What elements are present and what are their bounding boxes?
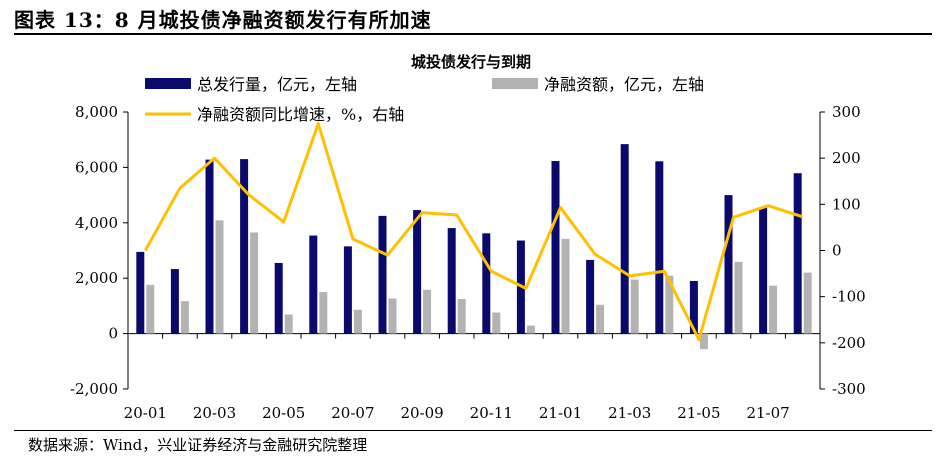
y-left-tick-label: -2,000 — [70, 380, 118, 398]
bar-total — [447, 228, 456, 334]
source-note: 数据来源：Wind，兴业证券经济与金融研究院整理 — [28, 436, 368, 454]
bar-net — [492, 312, 501, 334]
x-tick-label: 20-01 — [124, 404, 167, 422]
bar-net — [388, 298, 397, 334]
plot-area: -2,000 0 2,000 4,000 6,000 8,000 -300 -200 -100 0… — [70, 103, 866, 422]
bar-total — [136, 251, 145, 334]
bar-total — [759, 207, 768, 334]
x-tick-label: 21-05 — [677, 404, 720, 422]
bar-total — [482, 233, 491, 334]
bar-net — [215, 220, 224, 334]
legend-swatch-net — [492, 78, 538, 89]
legend-label-yoy: 净融资额同比增速，%，右轴 — [197, 105, 404, 124]
bar-total — [309, 235, 318, 334]
bar-net — [561, 238, 570, 334]
y-left-tick-label: 0 — [108, 325, 118, 343]
bar-net — [180, 301, 189, 334]
x-tick-label: 20-11 — [470, 404, 513, 422]
bar-net — [596, 304, 605, 334]
bar-net — [769, 285, 778, 334]
x-tick-label: 20-05 — [262, 404, 305, 422]
bar-total — [205, 159, 214, 334]
bar-net — [353, 309, 362, 334]
bar-net — [457, 298, 466, 334]
y-left-tick-label: 4,000 — [75, 214, 118, 232]
bar-total — [378, 215, 387, 334]
chart-title: 城投债发行与到期 — [411, 53, 531, 71]
bar-net — [526, 325, 535, 334]
bar-net — [423, 289, 432, 334]
bar-net — [319, 292, 328, 334]
bar-net — [734, 261, 743, 334]
bar-total — [586, 259, 595, 334]
x-tick-label: 21-03 — [608, 404, 651, 422]
legend-label-total: 总发行量，亿元，左轴 — [197, 75, 357, 94]
bottom-rule — [14, 430, 932, 431]
figure-title: 图表 13：8 月城投债净融资额发行有所加速 — [14, 8, 432, 32]
bar-total — [240, 159, 249, 334]
bar-total — [343, 246, 352, 334]
bar-net — [146, 284, 155, 334]
y-right-tick-label: -300 — [832, 380, 866, 398]
y-right-tick-label: 300 — [832, 103, 861, 121]
chart: 城投债发行与到期 总发行量，亿元，左轴 净融资额，亿元，左轴 净融资额同比增速，… — [70, 53, 866, 422]
y-right-tick-label: -200 — [832, 334, 866, 352]
x-tick-label: 20-09 — [400, 404, 443, 422]
bar-total — [620, 144, 629, 334]
bar-total — [170, 269, 179, 334]
bar-total — [689, 280, 698, 334]
x-tick-label: 21-07 — [746, 404, 789, 422]
bar-total — [724, 195, 733, 334]
bar-net — [699, 333, 708, 350]
top-rule — [14, 33, 932, 35]
y-right-tick-label: 200 — [832, 149, 861, 167]
y-right-tick-label: 0 — [832, 242, 842, 260]
bar-total — [551, 161, 560, 334]
y-right-tick-label: -100 — [832, 288, 866, 306]
bar-total — [793, 173, 802, 334]
y-left-tick-label: 2,000 — [75, 269, 118, 287]
x-tick-label: 20-07 — [331, 404, 374, 422]
x-tick-label: 20-03 — [193, 404, 236, 422]
y-left-tick-label: 6,000 — [75, 158, 118, 176]
bar-net — [630, 279, 639, 334]
legend-label-net: 净融资额，亿元，左轴 — [544, 75, 704, 94]
x-tick-label: 21-01 — [539, 404, 582, 422]
bar-total — [655, 161, 664, 334]
bar-net — [803, 272, 812, 334]
legend: 总发行量，亿元，左轴 净融资额，亿元，左轴 净融资额同比增速，%，右轴 — [145, 75, 704, 124]
bar-total — [274, 262, 283, 334]
y-right-tick-label: 100 — [832, 195, 861, 213]
line-yoy — [143, 122, 804, 342]
legend-swatch-total — [145, 78, 191, 89]
bar-net — [250, 232, 259, 334]
bar-net — [665, 275, 674, 334]
y-left-tick-label: 8,000 — [75, 103, 118, 121]
bar-net — [284, 314, 293, 334]
bar-total — [413, 210, 422, 334]
